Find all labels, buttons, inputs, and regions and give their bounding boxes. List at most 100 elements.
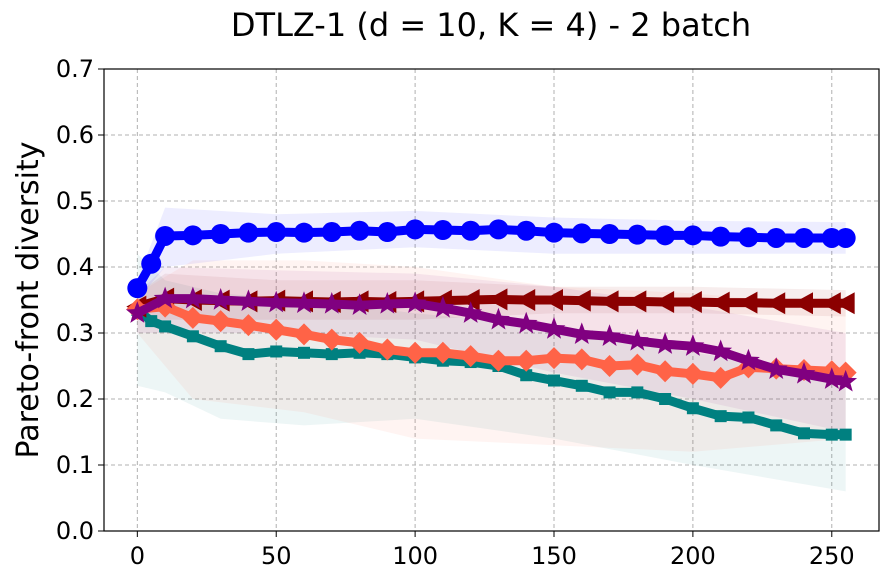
- tomato-marker: [376, 338, 399, 361]
- purple-marker: [709, 339, 733, 362]
- purple-marker: [834, 369, 858, 392]
- teal-marker: [631, 386, 644, 399]
- y-tick-label: 0.7: [56, 55, 94, 83]
- teal-marker: [145, 315, 158, 328]
- blue-marker: [821, 227, 842, 248]
- purple-marker: [181, 286, 205, 309]
- y-axis-label: Pareto-front diversity: [11, 141, 46, 458]
- blue-marker: [738, 227, 759, 248]
- blue-marker: [349, 220, 370, 241]
- purple-marker: [625, 328, 649, 351]
- blue-marker: [127, 278, 148, 299]
- purple-marker: [459, 301, 483, 323]
- purple-marker: [348, 293, 371, 315]
- y-tick-label: 0.5: [56, 187, 94, 215]
- blue-marker: [627, 224, 648, 245]
- darkred-marker: [543, 289, 563, 311]
- tomato-marker: [709, 366, 732, 389]
- purple-marker: [737, 348, 760, 371]
- darkred-marker: [709, 291, 730, 314]
- teal-line: [132, 305, 851, 440]
- purple-marker: [681, 334, 705, 356]
- teal-marker: [825, 428, 838, 441]
- tomato-marker: [320, 328, 343, 351]
- tomato-marker: [431, 341, 454, 364]
- blue-marker: [488, 219, 509, 240]
- darkred-marker: [834, 292, 855, 315]
- tomato-marker: [209, 310, 232, 333]
- blue-marker: [155, 225, 176, 246]
- series-lines: [125, 219, 858, 441]
- darkred-marker: [793, 292, 813, 315]
- blue-series: [127, 219, 856, 299]
- tomato-marker: [626, 353, 649, 376]
- blue-marker: [516, 220, 537, 241]
- darkred-marker: [459, 289, 480, 311]
- tomato-marker: [570, 348, 593, 371]
- blue-marker: [238, 222, 259, 243]
- blue-marker: [321, 222, 342, 243]
- y-tick-label: 0.2: [56, 385, 94, 413]
- teal-marker: [548, 374, 560, 387]
- y-tick-label: 0.0: [56, 517, 94, 545]
- teal-marker: [159, 320, 172, 333]
- darkred-marker: [515, 289, 536, 311]
- teal-marker: [520, 369, 533, 382]
- plot-frame: [103, 68, 880, 532]
- teal-marker: [186, 330, 199, 343]
- blue-marker: [266, 222, 287, 243]
- blue-line: [132, 224, 851, 293]
- teal-marker: [686, 402, 699, 415]
- darkred-marker: [626, 290, 647, 313]
- tomato-marker: [181, 306, 204, 329]
- chart-title: DTLZ-1 (d = 10, K = 4) - 2 batch: [231, 6, 751, 44]
- darkred-marker: [654, 290, 675, 313]
- teal-marker: [298, 346, 310, 359]
- blue-marker: [710, 226, 731, 247]
- darkred-marker: [598, 290, 619, 313]
- purple-marker: [764, 357, 788, 380]
- tomato-marker: [543, 347, 565, 370]
- darkred-marker: [737, 291, 758, 314]
- y-tick-label: 0.1: [56, 451, 94, 479]
- teal-marker: [659, 393, 672, 405]
- purple-marker: [431, 295, 455, 318]
- blue-marker: [794, 227, 814, 248]
- purple-marker: [820, 367, 844, 389]
- purple-marker: [125, 301, 149, 323]
- darkred-marker: [487, 288, 508, 311]
- purple-series: [125, 286, 858, 392]
- teal-marker: [742, 411, 755, 424]
- purple-marker: [292, 291, 316, 314]
- purple-marker: [264, 290, 288, 313]
- blue-marker: [460, 220, 481, 241]
- blue-marker: [210, 224, 231, 244]
- x-tick-label: 250: [809, 542, 855, 570]
- tomato-marker: [348, 331, 371, 354]
- axis-ticks: 0 50 100 150 200 250 0.0 0.1 0.2 0.3 0.4 0.5 0.6 0.7: [56, 55, 855, 570]
- teal-marker: [270, 345, 283, 358]
- blue-marker: [766, 227, 787, 248]
- darkred-marker: [681, 290, 702, 313]
- blue-marker: [571, 223, 592, 244]
- teal-marker: [214, 340, 227, 353]
- purple-marker: [598, 324, 621, 347]
- teal-marker: [839, 428, 852, 441]
- x-tick-label: 0: [130, 542, 145, 570]
- teal-marker: [798, 427, 810, 440]
- purple-marker: [792, 361, 816, 384]
- x-tick-label: 50: [261, 542, 292, 570]
- tomato-marker: [459, 345, 482, 368]
- blue-marker: [405, 219, 426, 240]
- tomato-marker: [237, 314, 260, 337]
- teal-marker: [325, 348, 338, 361]
- tomato-marker: [293, 323, 315, 346]
- purple-marker: [320, 291, 344, 314]
- tomato-marker: [654, 360, 677, 383]
- darkred-marker: [765, 292, 786, 315]
- teal-marker: [770, 419, 783, 432]
- purple-marker: [375, 291, 399, 314]
- darkred-marker: [820, 292, 841, 315]
- teal-marker: [603, 386, 616, 399]
